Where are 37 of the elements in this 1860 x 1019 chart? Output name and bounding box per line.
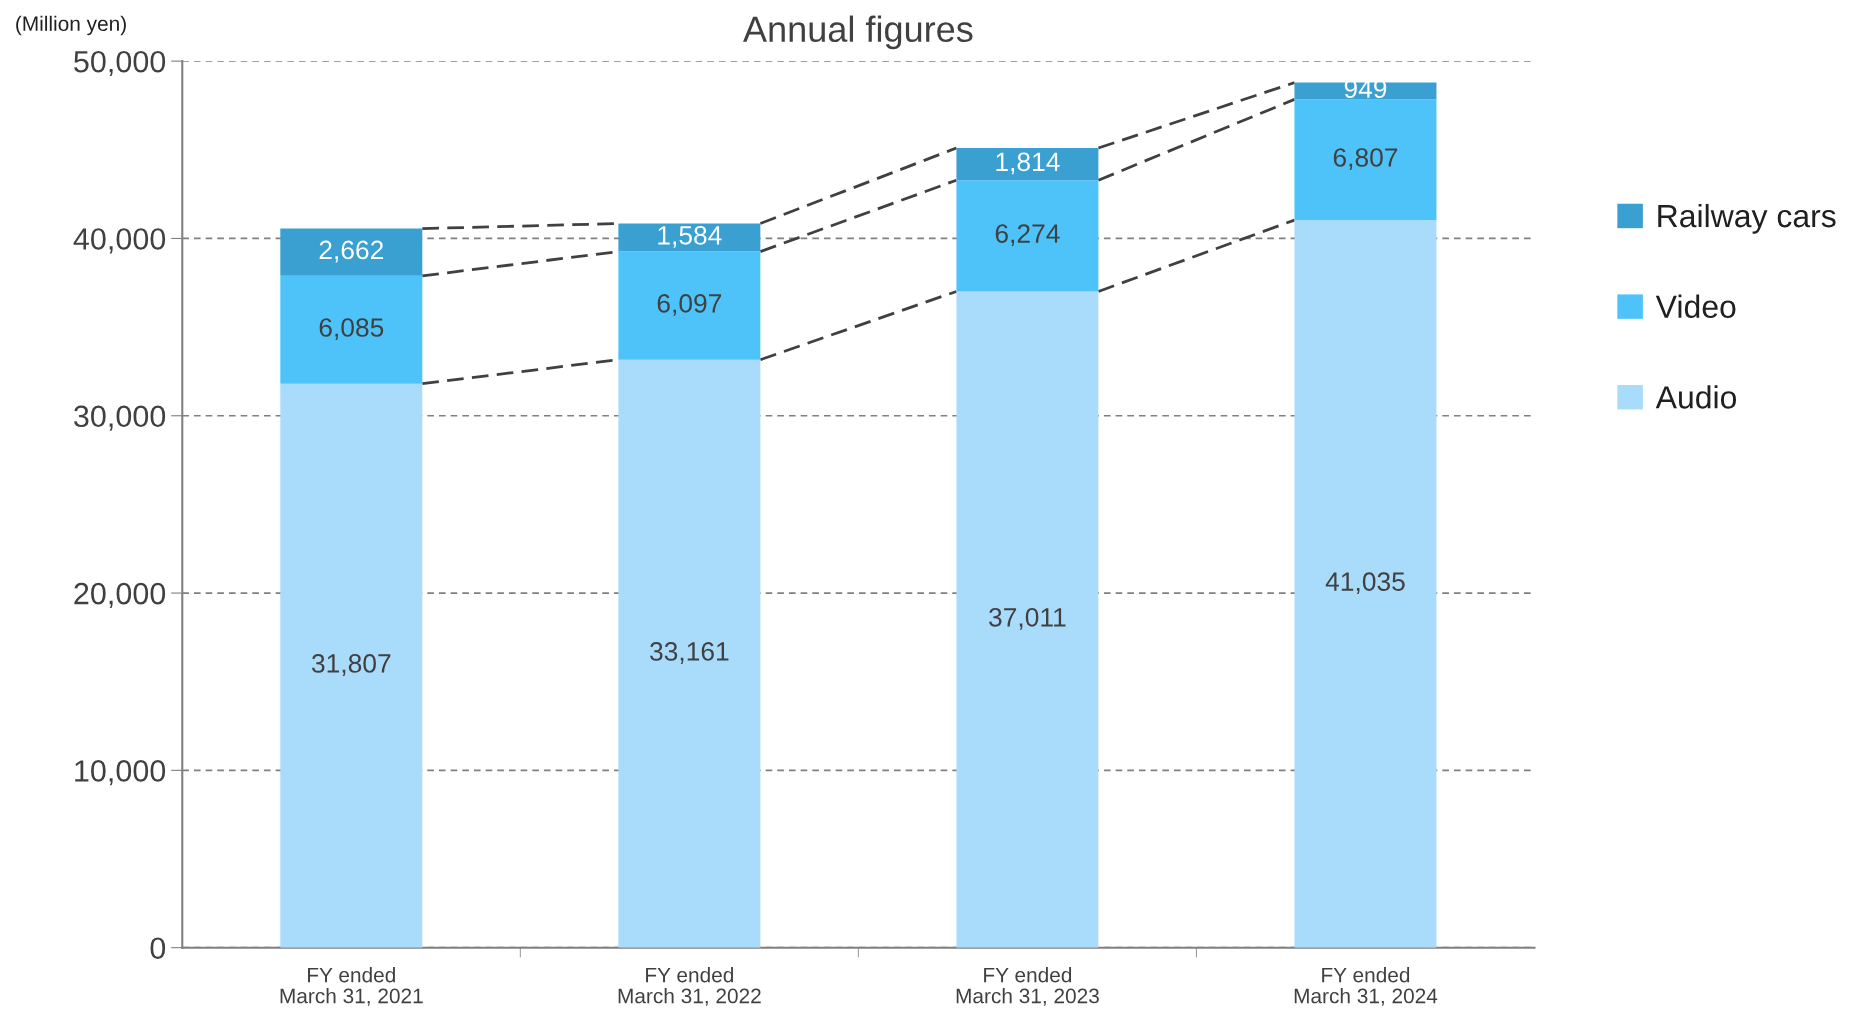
y-tick-label: 20,000 — [74, 582, 166, 609]
x-tick-label: FY ended March 31, 2021 — [280, 967, 423, 1006]
legend-label: Video — [1655, 294, 1736, 319]
data-label: 1,584 — [658, 225, 722, 248]
y-tick-label: 0 — [150, 937, 166, 960]
data-label: 37,011 — [989, 607, 1066, 630]
y-tick-label: 30,000 — [74, 405, 166, 431]
bar — [1294, 99, 1437, 221]
bar — [618, 359, 761, 948]
bar — [280, 383, 423, 948]
legend-label: Railway cars — [1658, 203, 1836, 234]
x-tick-label: FY ended March 31, 2024 — [1294, 967, 1438, 1006]
y-axis-title: (Million yen) — [16, 15, 126, 36]
data-label: 1,814 — [996, 152, 1060, 175]
legend-label: Audio — [1655, 385, 1737, 409]
x-tick-label: FY ended March 31, 2022 — [618, 967, 761, 1006]
y-tick-label: 10,000 — [75, 760, 166, 786]
bar — [618, 223, 761, 252]
y-tick-label: 50,000 — [74, 50, 166, 77]
data-label: 6,274 — [995, 224, 1060, 247]
bar — [1294, 220, 1437, 948]
data-label: 2,662 — [319, 240, 383, 263]
bar — [956, 148, 1099, 181]
data-label: 41,035 — [1325, 572, 1405, 595]
y-tick-label: 40,000 — [73, 228, 166, 254]
data-label: 6,097 — [657, 294, 722, 316]
bar — [280, 228, 423, 276]
bar — [956, 180, 1099, 292]
chart-title: Annual figures — [743, 15, 973, 50]
data-label: 33,161 — [650, 642, 729, 664]
data-label: 6,085 — [319, 318, 384, 340]
bar — [280, 275, 423, 384]
data-label: 31,807 — [311, 654, 391, 676]
bar — [618, 251, 761, 360]
x-tick-label: FY ended March 31, 2023 — [956, 967, 1099, 1006]
bar — [956, 291, 1099, 948]
data-label: 6,807 — [1333, 148, 1398, 170]
